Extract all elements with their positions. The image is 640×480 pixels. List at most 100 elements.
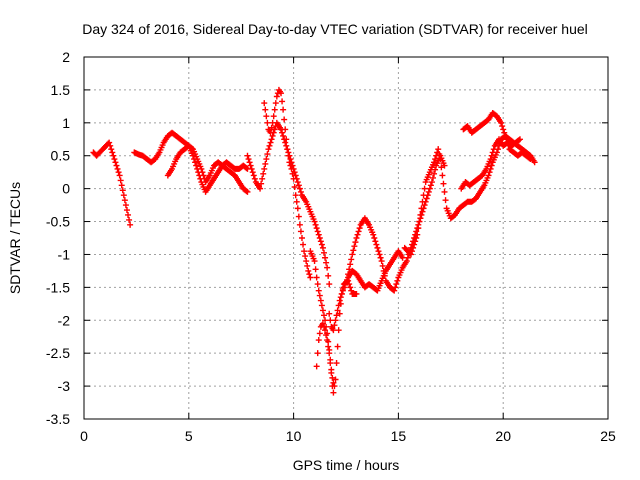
data-point [441, 188, 448, 195]
data-point [259, 175, 266, 182]
data-point [356, 225, 363, 232]
data-point [439, 172, 446, 179]
data-point [290, 175, 297, 182]
data-point [516, 136, 523, 143]
data-point [110, 152, 117, 159]
data-point [331, 383, 338, 390]
data-point [315, 287, 322, 294]
x-tick-label: 10 [286, 428, 302, 444]
data-point [346, 281, 353, 288]
data-point [332, 317, 339, 324]
data-point [293, 198, 300, 205]
data-point [355, 228, 362, 235]
data-point [325, 272, 332, 279]
data-point [311, 218, 318, 225]
data-point [354, 231, 361, 238]
data-point [197, 175, 204, 182]
data-point [336, 310, 343, 317]
data-point [267, 129, 274, 136]
y-tick-label: 2 [62, 49, 70, 65]
data-point [488, 162, 495, 169]
data-point [323, 259, 330, 266]
data-point [334, 343, 341, 350]
data-point [378, 258, 385, 265]
data-point [314, 281, 321, 288]
data-point [272, 100, 279, 107]
data-point [331, 322, 338, 329]
data-point [300, 241, 307, 248]
data-point [317, 238, 324, 245]
data-point [413, 228, 420, 235]
y-tick-label: 0 [62, 181, 70, 197]
plot-frame [83, 56, 609, 420]
data-point [428, 179, 435, 186]
data-point [326, 281, 333, 288]
data-point [313, 274, 320, 281]
data-point [322, 317, 329, 324]
data-point [318, 302, 325, 309]
data-point [244, 152, 251, 159]
y-tick-label: 1.5 [51, 82, 71, 98]
data-point [297, 188, 304, 195]
data-point [440, 180, 447, 187]
data-point [421, 202, 428, 209]
data-point [502, 132, 509, 139]
data-point [281, 116, 288, 123]
data-point [263, 156, 270, 163]
data-point [316, 330, 323, 337]
data-point [377, 254, 384, 261]
data-point [282, 126, 289, 133]
data-point [333, 360, 340, 367]
data-point [335, 302, 342, 309]
data-point [269, 132, 276, 139]
data-point [319, 244, 326, 251]
data-point [283, 142, 290, 149]
data-point [245, 156, 252, 163]
data-point [403, 258, 410, 265]
data-point [381, 272, 388, 279]
data-point [127, 221, 134, 228]
x-tick-label: 15 [391, 428, 407, 444]
data-point [294, 179, 301, 186]
y-axis-label: SDTVAR / TECUs [7, 182, 23, 294]
data-point [273, 93, 280, 100]
data-point [264, 151, 271, 158]
data-point [318, 241, 325, 248]
data-point [280, 132, 287, 139]
data-point [413, 235, 420, 241]
data-point [243, 165, 250, 172]
data-point [500, 126, 507, 133]
data-point [392, 284, 399, 291]
y-tick-label: -2 [58, 312, 71, 328]
data-point [409, 248, 416, 255]
data-point [328, 369, 335, 376]
data-point [297, 228, 304, 235]
data-point [257, 185, 264, 192]
data-point [126, 216, 133, 223]
data-point [326, 350, 333, 357]
data-point [417, 211, 424, 218]
data-point [262, 160, 269, 167]
data-point [352, 239, 359, 246]
data-point [288, 165, 295, 172]
data-point [302, 253, 309, 260]
data-point [433, 152, 440, 159]
axis-ticks: -3.5-3-2.5-2-1.5-1-0.500.511.520 5 10 15 20 2… [46, 49, 616, 444]
data-point [282, 139, 289, 146]
data-point [351, 243, 358, 250]
data-point [117, 177, 124, 184]
data-point [320, 249, 327, 256]
data-point [314, 228, 321, 235]
data-point [431, 170, 438, 177]
data-point [196, 172, 203, 179]
y-tick-label: -3.5 [46, 411, 70, 427]
data-point [247, 162, 254, 169]
data-point [431, 159, 438, 166]
data-point [296, 185, 303, 192]
data-point [320, 312, 327, 319]
data-point [325, 343, 332, 350]
data-point [286, 159, 293, 166]
data-point [375, 248, 382, 255]
data-point [260, 170, 267, 177]
data-point [420, 192, 427, 199]
